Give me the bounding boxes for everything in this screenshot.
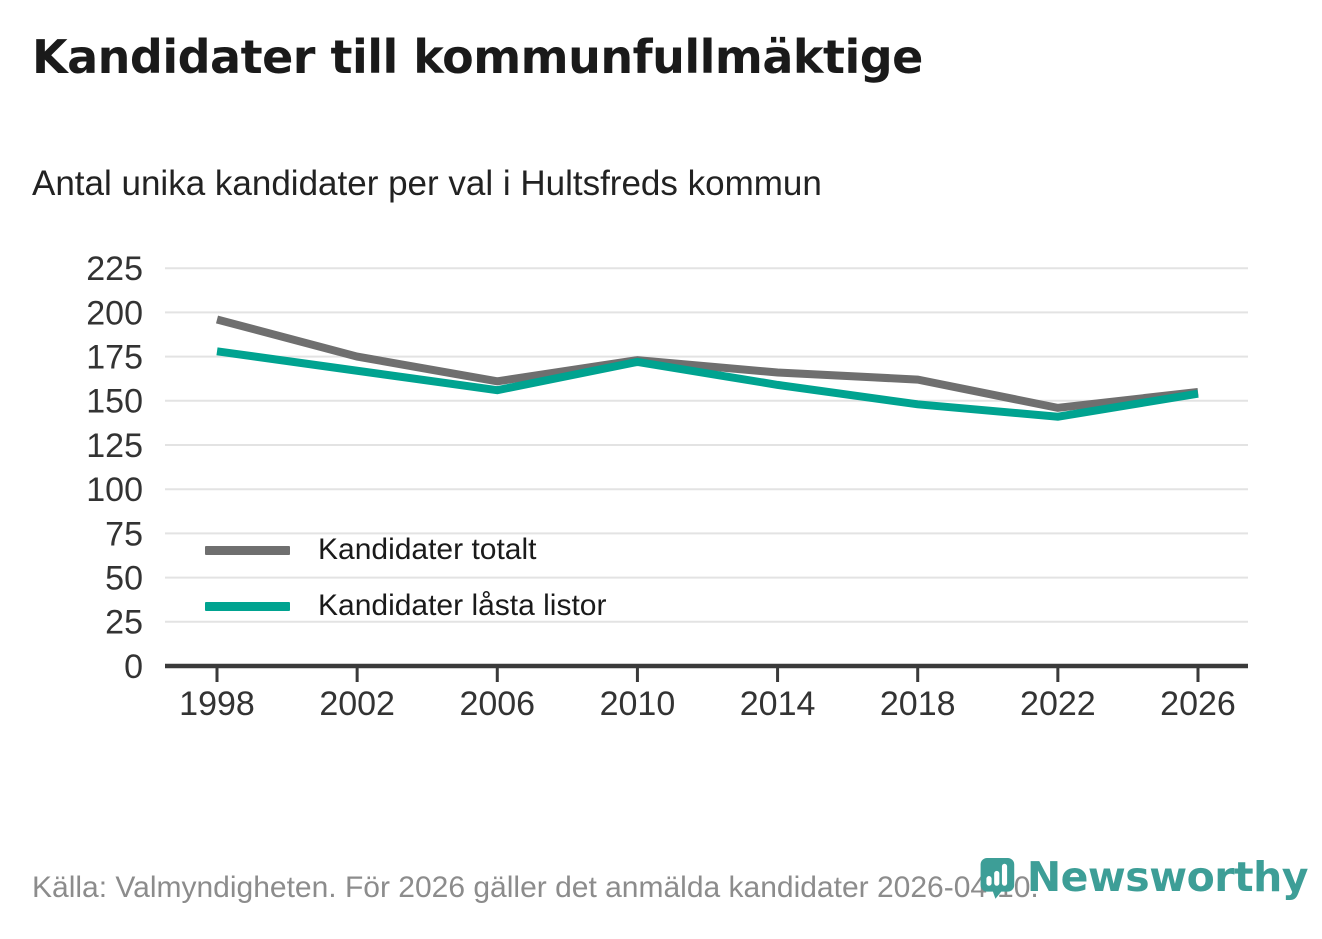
source-note: Källa: Valmyndigheten. För 2026 gäller d… xyxy=(32,871,1039,904)
brand-logo: Newsworthy xyxy=(978,845,1309,915)
line-chart: 0 25 50 75 100 125 150 175 200 225 1998 2002 2006 201… xyxy=(0,230,1322,740)
y-tick-label-175: 175 xyxy=(86,339,143,377)
x-tick-label-2022: 2022 xyxy=(1020,685,1096,723)
x-tick-label-2014: 2014 xyxy=(740,685,816,723)
x-tick-label-2010: 2010 xyxy=(600,685,676,723)
brand-name: Newsworthy xyxy=(1026,853,1309,901)
legend-label-total: Kandidater totalt xyxy=(318,533,537,566)
y-tick-label-25: 25 xyxy=(105,604,143,642)
page-subtitle: Antal unika kandidater per val i Hultsfr… xyxy=(32,164,822,203)
y-tick-label-150: 150 xyxy=(86,383,143,421)
legend-label-locked: Kandidater låsta listor xyxy=(318,589,607,622)
y-tick-label-200: 200 xyxy=(86,294,143,332)
legend-swatch-locked xyxy=(205,601,290,611)
y-tick-label-0: 0 xyxy=(124,648,143,686)
page-title: Kandidater till kommunfullmäktige xyxy=(32,30,923,84)
y-tick-label-75: 75 xyxy=(105,515,143,553)
legend-item-locked: Kandidater låsta listor xyxy=(205,586,607,626)
chart-legend: Kandidater totalt Kandidater låsta listo… xyxy=(205,530,607,626)
y-tick-label-125: 125 xyxy=(86,427,143,465)
line-chart-canvas: 0 25 50 75 100 125 150 175 200 225 1998 2002 2006 201… xyxy=(86,250,1248,723)
x-tick-label-2026: 2026 xyxy=(1160,685,1236,723)
newsworthy-pin-icon xyxy=(980,857,1015,899)
legend-swatch-total xyxy=(205,545,290,555)
y-tick-label-50: 50 xyxy=(105,560,143,598)
x-tick-label-2002: 2002 xyxy=(319,685,395,723)
series-line-total xyxy=(215,315,1199,412)
series-line-locked xyxy=(216,347,1199,421)
y-tick-label-100: 100 xyxy=(86,471,143,509)
x-tick-label-1998: 1998 xyxy=(179,685,255,723)
x-tick-label-2006: 2006 xyxy=(459,685,535,723)
legend-item-total: Kandidater totalt xyxy=(205,530,607,570)
x-tick-label-2018: 2018 xyxy=(880,685,956,723)
y-tick-label-225: 225 xyxy=(86,250,143,288)
